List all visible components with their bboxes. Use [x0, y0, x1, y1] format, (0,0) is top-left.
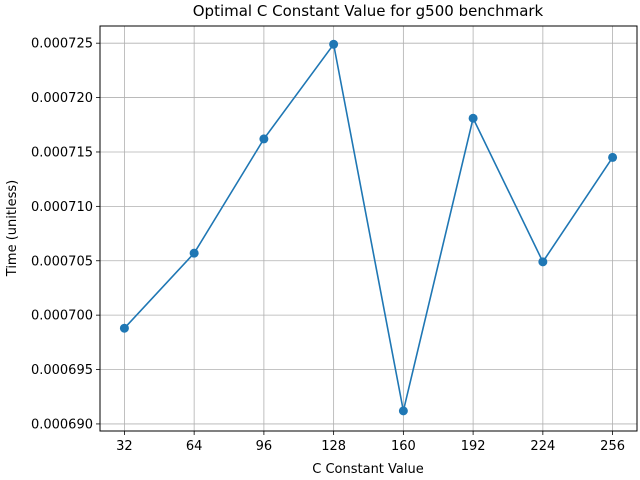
y-tick-label: 0.000690 — [31, 417, 93, 432]
y-tick-label: 0.000720 — [31, 91, 93, 106]
series-line — [123, 42, 614, 412]
data-point — [329, 39, 339, 49]
y-axis-label: Time (unitless) — [5, 180, 20, 277]
y-tick-label: 0.000725 — [31, 37, 93, 52]
x-tick-label: 160 — [391, 439, 416, 454]
ticks: 32 64 96 128 160 192 224 256 0.000690 0.000695 0.0… — [31, 37, 625, 454]
x-tick-label: 224 — [530, 439, 555, 454]
y-tick-label: 0.000700 — [31, 309, 93, 324]
grid — [100, 26, 637, 431]
x-tick-label: 192 — [461, 439, 486, 454]
x-tick-label: 128 — [321, 439, 346, 454]
y-tick-label: 0.000705 — [31, 254, 93, 269]
chart-title: Optimal C Constant Value for g500 benchm… — [193, 2, 544, 20]
y-tick-label: 0.000715 — [31, 145, 93, 160]
data-point — [259, 134, 269, 144]
y-tick-label: 0.000695 — [31, 363, 93, 378]
x-axis-label: C Constant Value — [312, 462, 423, 477]
data-point — [189, 248, 199, 258]
data-point — [538, 257, 548, 267]
plot-frame — [99, 25, 638, 432]
x-tick-label: 96 — [256, 439, 273, 454]
y-tick-label: 0.000710 — [31, 200, 93, 215]
data-point — [608, 152, 618, 162]
x-tick-label: 64 — [186, 439, 203, 454]
data-point — [468, 113, 478, 123]
x-tick-label: 256 — [600, 439, 625, 454]
data-point — [119, 323, 129, 333]
series-layer — [119, 39, 618, 416]
data-point — [398, 406, 408, 416]
x-tick-label: 32 — [116, 439, 133, 454]
